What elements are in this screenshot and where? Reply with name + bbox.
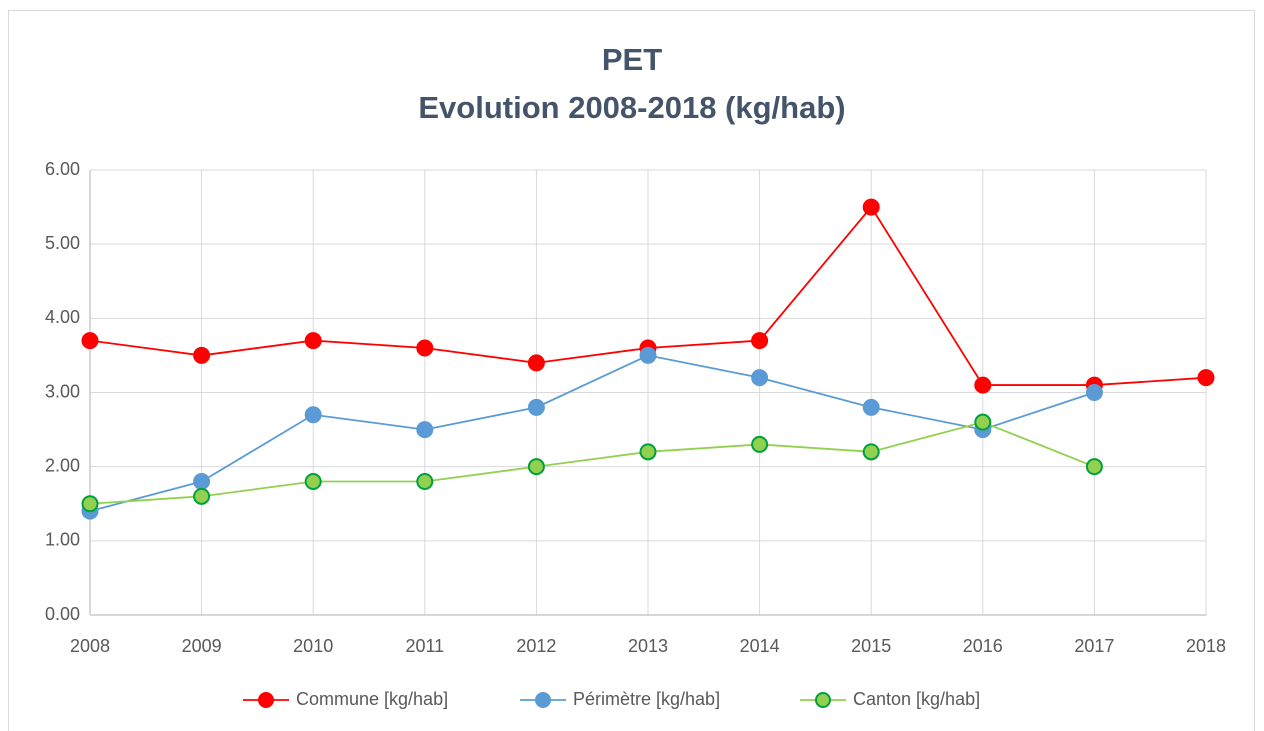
point: [862, 398, 880, 416]
point: [862, 443, 880, 461]
point: [416, 473, 434, 490]
x-tick-label: 2015: [851, 636, 891, 656]
y-tick-label: 6.00: [45, 159, 80, 179]
point: [639, 346, 657, 364]
point: [639, 443, 657, 461]
legend-label: Canton [kg/hab]: [853, 689, 980, 709]
point: [1085, 458, 1103, 476]
point: [527, 354, 545, 372]
point: [193, 487, 211, 505]
y-tick-label: 2.00: [45, 455, 80, 475]
legend-marker: [815, 692, 831, 708]
series-line: [89, 354, 1095, 513]
point: [304, 332, 322, 350]
point: [1085, 384, 1103, 401]
x-tick-label: 2010: [293, 636, 333, 656]
chart-subtitle: Evolution 2008-2018 (kg/hab): [418, 90, 845, 125]
x-tick-label: 2011: [405, 636, 444, 656]
point: [416, 339, 434, 357]
x-tick-label: 2016: [963, 636, 1003, 656]
y-tick-label: 4.00: [45, 307, 80, 327]
point: [751, 435, 769, 453]
y-tick-label: 1.00: [45, 530, 80, 550]
point: [974, 376, 992, 394]
x-tick-label: 2013: [628, 636, 668, 656]
point: [416, 421, 434, 439]
y-tick-label: 5.00: [45, 233, 80, 253]
x-tick-label: 2009: [182, 636, 222, 656]
y-tick-label: 0.00: [45, 604, 80, 624]
legend-marker: [258, 692, 274, 708]
chart-title: PET: [602, 42, 662, 77]
legend-label: Périmètre [kg/hab]: [573, 689, 720, 709]
point: [81, 332, 99, 350]
point: [1197, 369, 1215, 387]
x-tick-label: 2018: [1186, 636, 1226, 656]
legend-label: Commune [kg/hab]: [296, 689, 448, 709]
point: [862, 198, 880, 216]
point: [527, 398, 545, 416]
x-tick-label: 2012: [516, 636, 556, 656]
x-tick-label: 2017: [1074, 636, 1114, 656]
point: [527, 458, 545, 476]
chart-border: [8, 10, 1255, 731]
point: [193, 473, 211, 490]
point: [751, 369, 769, 387]
y-tick-label: 3.00: [45, 381, 80, 401]
point: [304, 473, 322, 490]
point: [751, 332, 769, 350]
point: [81, 495, 99, 513]
x-tick-label: 2014: [740, 636, 780, 656]
legend-marker: [535, 692, 551, 708]
point: [193, 346, 211, 364]
series-line: [89, 421, 1095, 505]
x-tick-label: 2008: [70, 636, 110, 656]
point: [304, 406, 322, 424]
point: [974, 413, 992, 431]
